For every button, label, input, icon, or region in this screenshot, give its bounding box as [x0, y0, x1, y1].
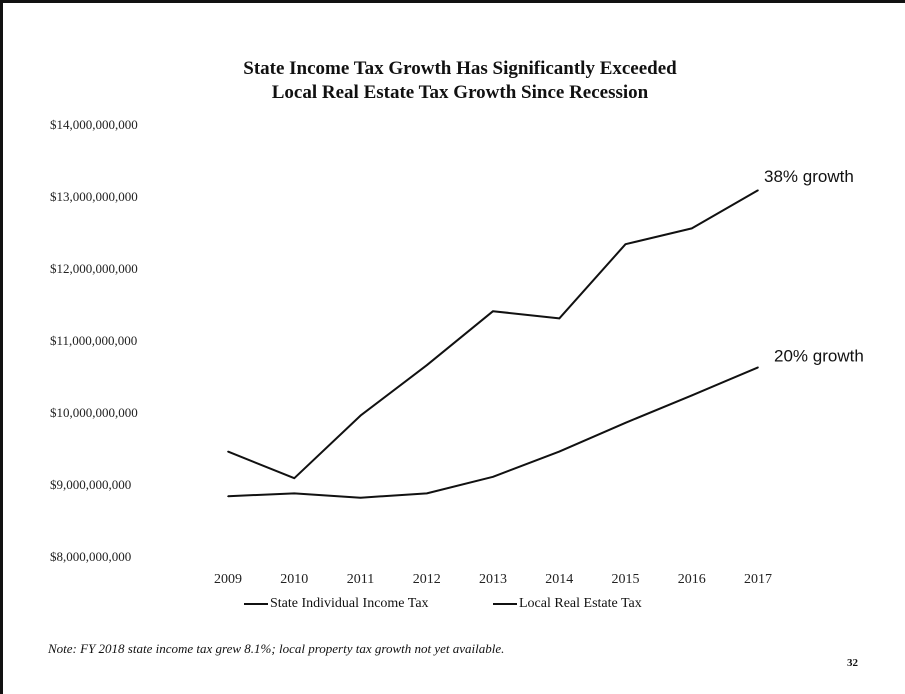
legend-item-local-real-estate-tax: Local Real Estate Tax — [493, 596, 642, 612]
slide-border-left — [0, 0, 3, 694]
data-point — [227, 495, 229, 498]
y-tick-label: $14,000,000,000 — [50, 117, 138, 132]
chart-title-line-1: State Income Tax Growth Has Significantl… — [243, 58, 677, 79]
data-point — [624, 422, 627, 424]
data-point — [757, 189, 759, 192]
data-point — [425, 492, 428, 495]
series-line-local-real-estate-tax — [227, 366, 759, 499]
data-point — [293, 477, 296, 480]
x-tick-label: 2013 — [479, 572, 507, 587]
y-tick-label: $11,000,000,000 — [50, 333, 137, 348]
legend-swatch-state-income-tax — [244, 602, 268, 605]
page-number: 32 — [847, 657, 858, 669]
x-tick-label: 2015 — [612, 572, 640, 587]
x-tick-label: 2009 — [214, 572, 242, 587]
y-tick-label: $9,000,000,000 — [50, 477, 131, 492]
y-tick-label: $12,000,000,000 — [50, 261, 138, 276]
data-point — [227, 450, 229, 453]
y-tick-label: $13,000,000,000 — [50, 189, 138, 204]
data-point — [425, 364, 428, 367]
x-tick-label: 2014 — [545, 572, 573, 587]
footnote: Note: FY 2018 state income tax grew 8.1%… — [48, 641, 505, 656]
data-point — [624, 243, 627, 246]
legend-swatch-local-real-estate-tax — [493, 602, 517, 605]
legend-label-local-real-estate-tax: Local Real Estate Tax — [519, 596, 642, 611]
data-point — [558, 450, 561, 453]
data-point — [492, 476, 494, 478]
data-point — [359, 496, 362, 499]
chart-title-line-2: Local Real Estate Tax Growth Since Reces… — [271, 82, 649, 103]
annotation-20-percent-growth: 20% growth — [774, 346, 864, 365]
data-point — [558, 317, 561, 320]
legend-item-state-income-tax: State Individual Income Tax — [244, 596, 429, 612]
data-point — [757, 366, 759, 369]
slide-border-top — [0, 0, 905, 3]
x-tick-label: 2017 — [744, 572, 772, 587]
x-tick-label: 2011 — [347, 572, 374, 587]
x-tick-label: 2016 — [678, 572, 706, 587]
y-tick-label: $10,000,000,000 — [50, 405, 138, 420]
data-point — [690, 394, 693, 397]
data-point — [492, 310, 494, 313]
annotation-38-percent-growth: 38% growth — [764, 167, 854, 186]
data-point — [690, 227, 693, 230]
legend-label-state-income-tax: State Individual Income Tax — [270, 596, 429, 611]
data-point — [293, 492, 296, 495]
x-tick-label: 2010 — [280, 572, 308, 587]
data-point — [359, 414, 362, 417]
series-line-state-income-tax — [227, 189, 759, 480]
x-tick-label: 2012 — [413, 572, 441, 587]
y-tick-label: $8,000,000,000 — [50, 549, 131, 564]
